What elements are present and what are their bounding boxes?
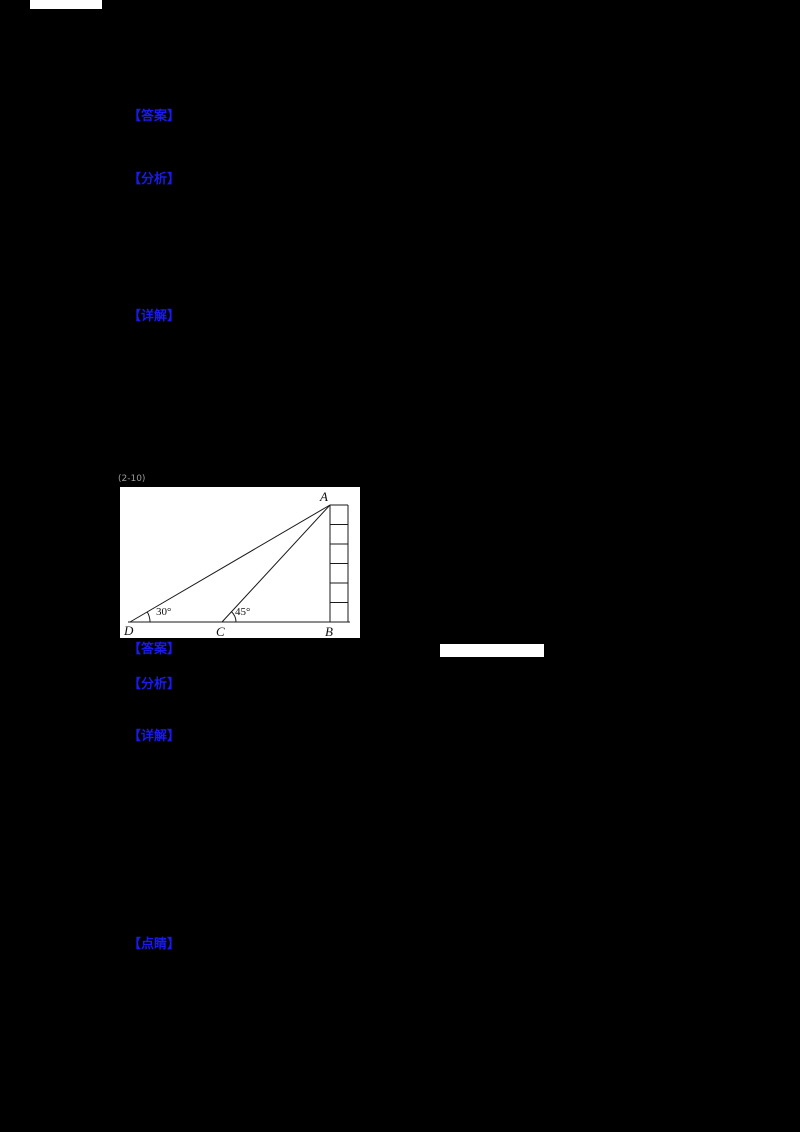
point-label-A: A — [319, 489, 328, 504]
angle-label-30: 30° — [156, 606, 171, 618]
segment-CA — [221, 504, 331, 623]
figure-caption: (2-10) — [118, 474, 146, 484]
point-label-D: D — [123, 623, 134, 638]
angle-arc-D — [146, 611, 151, 623]
section-label-solution-2: 【详解】 — [128, 729, 181, 744]
segment-DA — [129, 504, 331, 623]
triangle-diagram: 30° 45° A D C B — [123, 489, 350, 638]
geometry-figure: 30° 45° A D C B — [120, 487, 360, 638]
point-label-C: C — [216, 624, 225, 638]
section-label-answer-1: 【答案】 — [128, 109, 181, 124]
angle-arc-C — [231, 611, 237, 623]
section-label-analysis-1: 【分析】 — [128, 172, 181, 187]
wall-hatch-column — [330, 504, 349, 622]
highlight-blank-bar — [440, 644, 544, 657]
section-label-analysis-2: 【分析】 — [128, 677, 181, 692]
section-label-solution-1: 【详解】 — [128, 309, 181, 324]
section-label-remark: 【点睛】 — [128, 937, 181, 952]
point-label-B: B — [325, 624, 333, 638]
top-left-white-artifact — [30, 0, 102, 9]
section-label-answer-2: 【答案】 — [128, 642, 181, 657]
angle-label-45: 45° — [235, 606, 250, 618]
